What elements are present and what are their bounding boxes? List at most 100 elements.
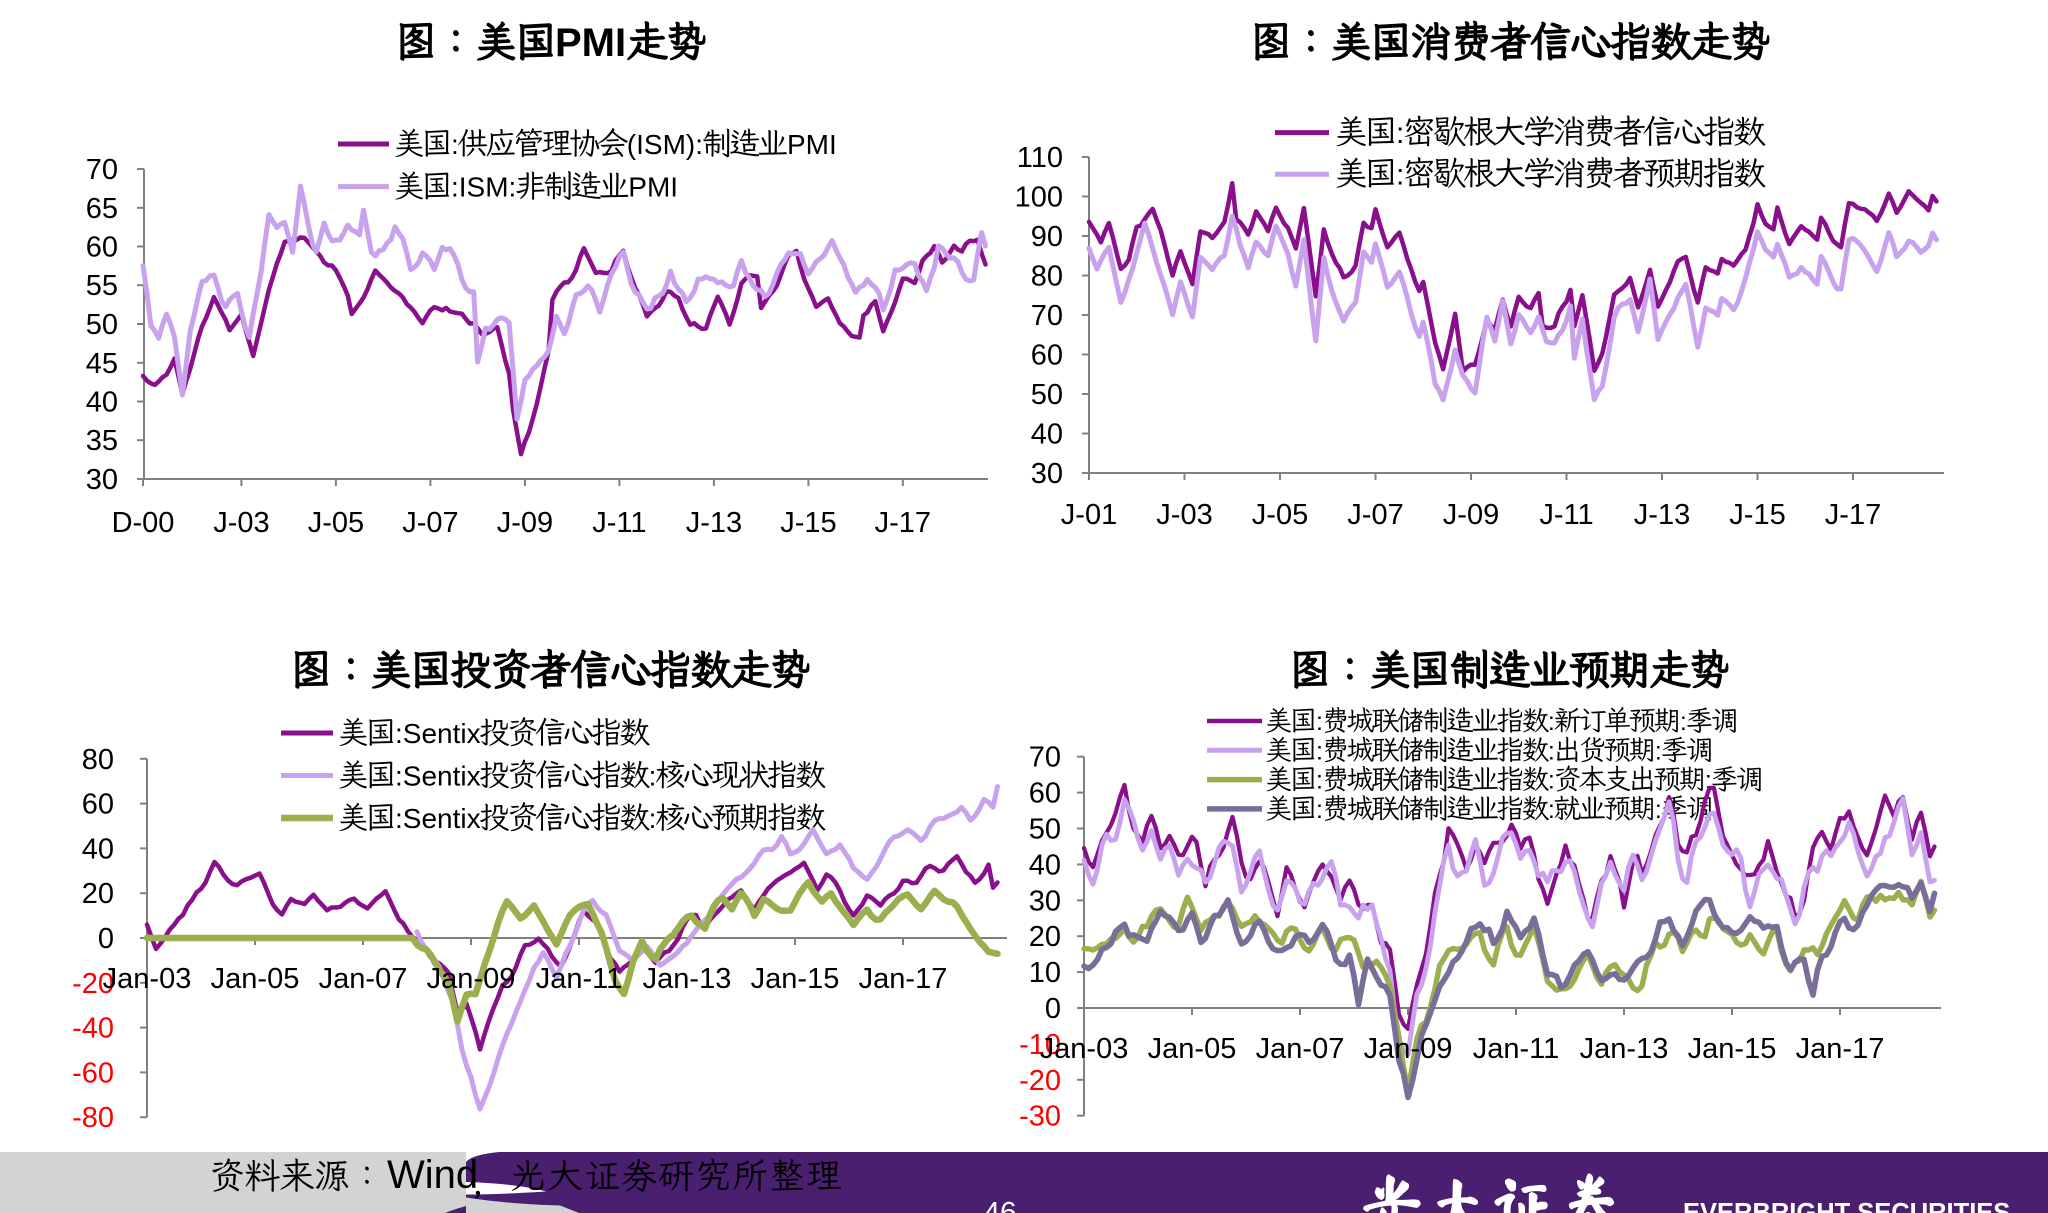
svg-text::: :: [1680, 708, 1687, 736]
svg-text:35: 35: [86, 425, 118, 457]
svg-text::: :: [1548, 767, 1555, 795]
svg-text:20: 20: [82, 878, 114, 910]
svg-text::: :: [451, 129, 459, 160]
svg-text:45: 45: [86, 348, 118, 380]
svg-text:70: 70: [1029, 742, 1061, 774]
svg-text:PMI: PMI: [555, 21, 626, 65]
svg-text:-20: -20: [72, 968, 114, 1000]
svg-text:J-03: J-03: [213, 507, 269, 539]
svg-text:Jan-15: Jan-15: [751, 963, 840, 995]
svg-text:-20: -20: [1019, 1065, 1061, 1097]
svg-text:46: 46: [983, 1197, 1016, 1213]
svg-text:Jan-17: Jan-17: [1796, 1033, 1885, 1065]
svg-text:70: 70: [1031, 300, 1063, 332]
svg-text:20: 20: [1029, 921, 1061, 953]
svg-text:-40: -40: [72, 1013, 114, 1045]
svg-text::Sentix: :Sentix: [395, 761, 481, 792]
svg-text:55: 55: [86, 270, 118, 302]
svg-text:30: 30: [1031, 458, 1063, 490]
svg-text:30: 30: [1029, 885, 1061, 917]
svg-text:J-13: J-13: [686, 507, 742, 539]
svg-text::Sentix: :Sentix: [395, 718, 481, 749]
svg-text:PMI: PMI: [787, 129, 837, 160]
svg-text:J-05: J-05: [308, 507, 364, 539]
svg-text:D-00: D-00: [112, 507, 175, 539]
svg-text:J-11: J-11: [1539, 499, 1593, 531]
svg-text:50: 50: [86, 309, 118, 341]
svg-text:-80: -80: [72, 1102, 114, 1134]
svg-text:Jan-05: Jan-05: [1148, 1033, 1237, 1065]
svg-text:10: 10: [1029, 957, 1061, 989]
svg-text:60: 60: [86, 232, 118, 264]
svg-text:EVERBRIGHT SECURITIES: EVERBRIGHT SECURITIES: [1683, 1199, 2010, 1213]
svg-text:Wind: Wind: [387, 1153, 478, 1197]
svg-text:PMI: PMI: [628, 172, 678, 203]
svg-text:-30: -30: [1019, 1101, 1061, 1133]
svg-text:60: 60: [1029, 778, 1061, 810]
svg-text:Jan-11: Jan-11: [1473, 1033, 1560, 1065]
svg-text:Jan-09: Jan-09: [427, 963, 516, 995]
svg-text::: :: [1548, 796, 1555, 824]
svg-text::: :: [649, 761, 657, 792]
svg-text:60: 60: [82, 789, 114, 821]
svg-text:Jan-07: Jan-07: [319, 963, 408, 995]
svg-text::: :: [1705, 767, 1712, 795]
svg-text:60: 60: [1031, 340, 1063, 372]
svg-text:Jan-03: Jan-03: [103, 963, 192, 995]
svg-text:80: 80: [82, 744, 114, 776]
svg-text:100: 100: [1015, 182, 1063, 214]
svg-text::: :: [1655, 796, 1662, 824]
svg-text:Jan-07: Jan-07: [1256, 1033, 1345, 1065]
svg-text:50: 50: [1031, 379, 1063, 411]
svg-text:90: 90: [1031, 221, 1063, 253]
svg-text:J-15: J-15: [1729, 499, 1785, 531]
svg-text::: :: [1548, 737, 1555, 765]
svg-text:110: 110: [1017, 142, 1063, 174]
svg-text:-10: -10: [1019, 1029, 1061, 1061]
svg-text:J-07: J-07: [402, 507, 458, 539]
svg-text:Jan-15: Jan-15: [1688, 1033, 1777, 1065]
svg-text::: :: [1548, 708, 1555, 736]
svg-text:-60: -60: [72, 1057, 114, 1089]
svg-text::: :: [1316, 796, 1323, 824]
svg-text::: :: [649, 803, 657, 834]
svg-text:Jan-13: Jan-13: [1580, 1033, 1669, 1065]
svg-text::: :: [1655, 737, 1662, 765]
svg-text:40: 40: [1029, 849, 1061, 881]
svg-text:J-17: J-17: [875, 507, 931, 539]
svg-text:J-13: J-13: [1634, 499, 1690, 531]
svg-text:J-07: J-07: [1347, 499, 1403, 531]
svg-text:50: 50: [1029, 814, 1061, 846]
svg-text:Jan-11: Jan-11: [536, 963, 623, 995]
svg-text:Jan-05: Jan-05: [211, 963, 300, 995]
svg-text:0: 0: [98, 923, 114, 955]
svg-text:J-11: J-11: [592, 507, 646, 539]
svg-text::Sentix: :Sentix: [395, 803, 481, 834]
svg-text::ISM:: :ISM:: [451, 172, 516, 203]
svg-text:J-17: J-17: [1825, 499, 1881, 531]
svg-text:J-09: J-09: [497, 507, 553, 539]
svg-text:30: 30: [86, 464, 118, 496]
svg-text:J-15: J-15: [780, 507, 836, 539]
svg-text:J-09: J-09: [1443, 499, 1499, 531]
svg-text::: :: [1316, 708, 1323, 736]
svg-text:J-01: J-01: [1061, 499, 1117, 531]
svg-text:Jan-09: Jan-09: [1364, 1033, 1453, 1065]
svg-text:40: 40: [86, 387, 118, 419]
svg-text:J-03: J-03: [1156, 499, 1212, 531]
svg-text:80: 80: [1031, 261, 1063, 293]
svg-text:40: 40: [1031, 419, 1063, 451]
svg-text:65: 65: [86, 193, 118, 225]
svg-text:(ISM):: (ISM):: [627, 129, 703, 160]
svg-text::: :: [1396, 117, 1404, 150]
svg-text:Jan-13: Jan-13: [643, 963, 732, 995]
svg-text:0: 0: [1045, 993, 1061, 1025]
svg-text:J-05: J-05: [1252, 499, 1308, 531]
svg-text:70: 70: [86, 154, 118, 186]
svg-text::: :: [1396, 159, 1404, 192]
svg-text:40: 40: [82, 833, 114, 865]
svg-text:Jan-03: Jan-03: [1040, 1033, 1129, 1065]
svg-text:Jan-17: Jan-17: [859, 963, 948, 995]
svg-text::: :: [1316, 767, 1323, 795]
svg-text::: :: [1316, 737, 1323, 765]
